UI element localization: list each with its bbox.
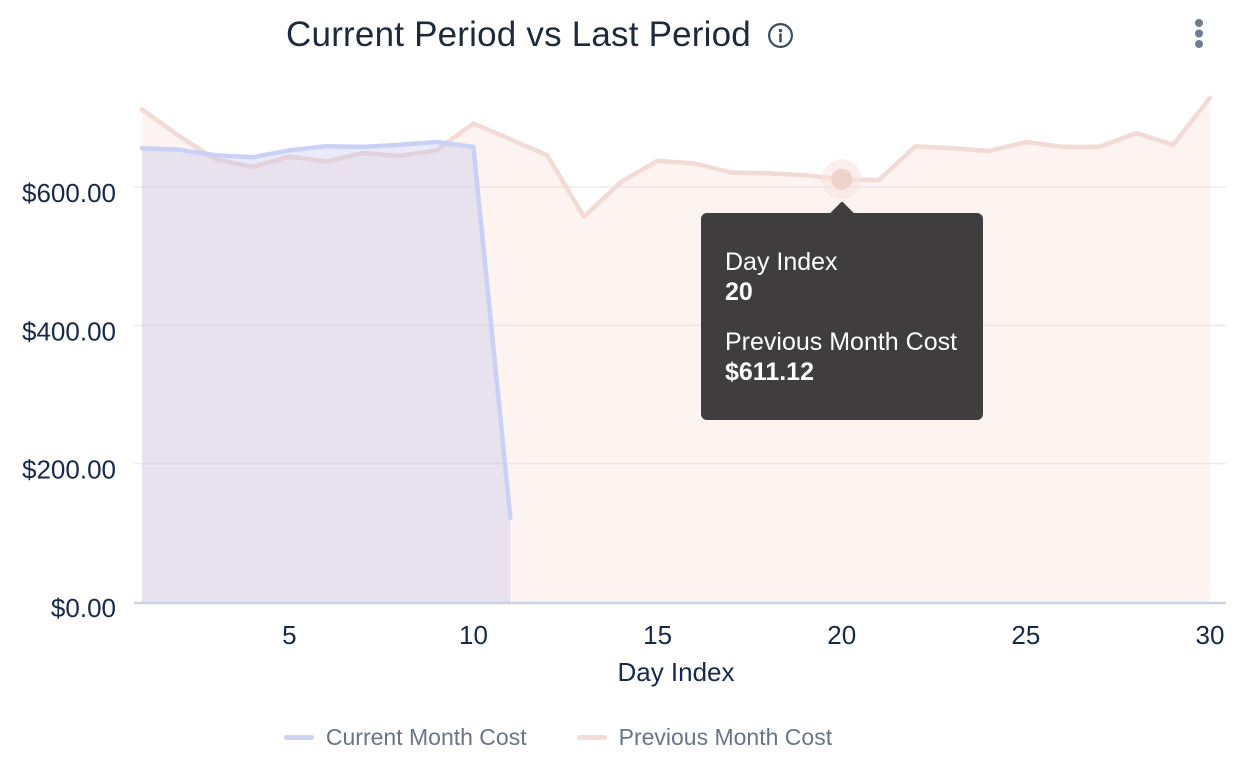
- highlight-dot[interactable]: [831, 168, 853, 190]
- header: Current Period vs Last Period: [0, 8, 1240, 62]
- legend-swatch-icon: [283, 735, 314, 740]
- info-icon[interactable]: [767, 22, 794, 49]
- area-current-month-cost[interactable]: [142, 142, 511, 602]
- y-tick-label: $400.00: [22, 316, 116, 346]
- kebab-menu-icon[interactable]: [1187, 15, 1211, 55]
- y-tick-label: $0.00: [51, 593, 116, 623]
- legend-swatch-icon: [576, 735, 607, 740]
- x-tick-label: 10: [459, 620, 488, 650]
- x-tick-label: 5: [282, 620, 296, 650]
- x-tick-label: 25: [1011, 620, 1040, 650]
- x-tick-label: 15: [643, 620, 672, 650]
- line-current-month-cost[interactable]: [139, 139, 513, 520]
- tooltip-value: 20: [725, 278, 753, 306]
- chart-legend: Current Month Cost Previous Month Cost: [0, 724, 1178, 751]
- tooltip-label: Previous Month Cost: [725, 328, 958, 356]
- tooltip-label: Day Index: [725, 248, 838, 276]
- page-title: Current Period vs Last Period: [286, 15, 751, 54]
- tooltip-value: $611.12: [725, 358, 814, 386]
- y-tick-label: $600.00: [22, 178, 116, 208]
- legend-label: Previous Month Cost: [618, 724, 833, 750]
- tooltip-row: Day Index 20: [725, 247, 959, 307]
- chart-tooltip: Day Index 20 Previous Month Cost $611.12: [701, 201, 983, 420]
- x-tick-label: 20: [827, 620, 856, 650]
- x-tick-label: 30: [1196, 620, 1225, 650]
- y-tick-label: $200.00: [22, 455, 116, 485]
- legend-item-current-month[interactable]: Current Month Cost: [283, 724, 527, 751]
- line-previous-month-cost[interactable]: [139, 95, 1213, 219]
- legend-item-previous-month[interactable]: Previous Month Cost: [576, 724, 833, 751]
- tooltip-row: Previous Month Cost $611.12: [725, 327, 959, 387]
- legend-label: Current Month Cost: [325, 724, 527, 750]
- x-axis-title: Day Index: [617, 657, 734, 687]
